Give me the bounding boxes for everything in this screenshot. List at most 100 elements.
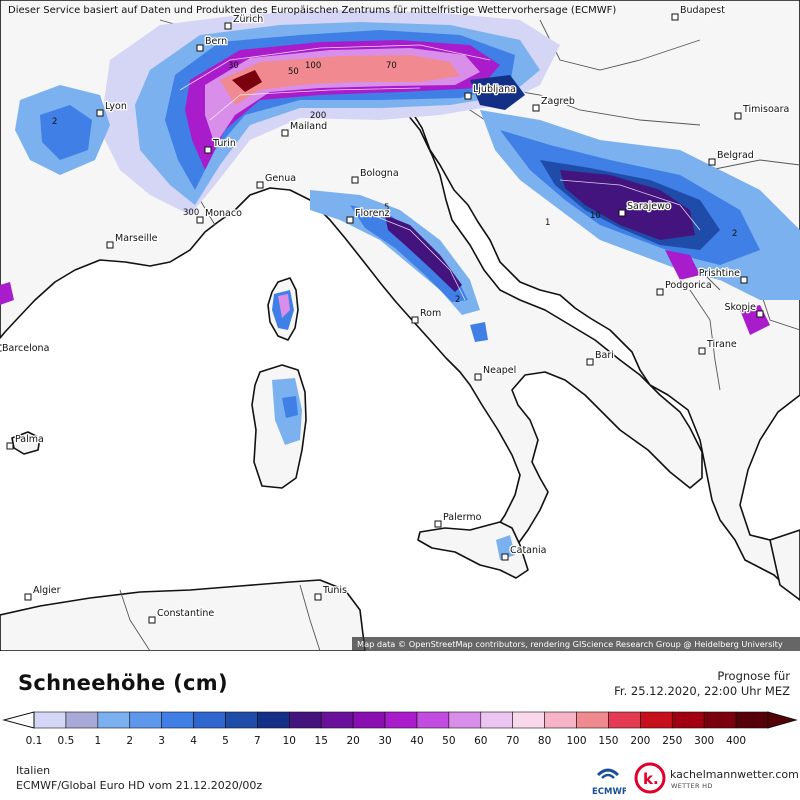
contour-label: 300	[183, 208, 199, 218]
region-label: Italien	[16, 764, 51, 777]
city-marker	[6, 442, 14, 450]
contour-labels: 100 50 30 70 200 300 10 5 2 2 2 1	[52, 61, 737, 305]
legend-label: 50	[442, 735, 455, 747]
city-marker	[204, 146, 212, 154]
city-label: Zürich	[233, 14, 263, 25]
ecmwf-logo[interactable]: ECMWF	[590, 763, 626, 797]
legend-swatch	[671, 711, 705, 729]
legend-label: 4	[190, 735, 197, 747]
city-label: Zagreb	[541, 96, 575, 107]
snow-depth-map: 100 50 30 70 200 300 10 5 2 2 2 1 Zürich…	[0, 0, 800, 651]
city-tunis: Tunis	[314, 584, 348, 601]
contour-label: 70	[386, 61, 397, 71]
city-podgorica: Podgorica	[656, 279, 713, 296]
legend-label: 70	[506, 735, 519, 747]
legend-swatch	[129, 711, 162, 729]
legend-label: 60	[474, 735, 487, 747]
city-marseille: Marseille	[106, 232, 159, 249]
isolines	[179, 44, 701, 301]
city-label: Belgrad	[717, 150, 754, 161]
city-marker	[0, 344, 4, 352]
mallorca-land	[11, 431, 41, 455]
city-marker	[224, 22, 232, 30]
city-label: Bologna	[360, 168, 399, 179]
city-lyon: Lyon	[96, 100, 128, 117]
legend-label: 2	[126, 735, 133, 747]
legend-label: 15	[315, 735, 328, 747]
city-marker	[756, 310, 764, 318]
model-run-label: ECMWF/Global Euro HD vom 21.12.2020/00z	[16, 779, 263, 792]
city-monaco: Monaco	[196, 207, 243, 224]
city-marker	[698, 347, 706, 355]
contour-label: 200	[310, 111, 326, 121]
data-source-note: Dieser Service basiert auf Daten und Pro…	[8, 5, 616, 16]
city-z-rich: Zürich	[224, 13, 265, 30]
city-marker	[24, 593, 32, 601]
legend-swatch	[352, 711, 386, 729]
contour-label: 2	[52, 117, 57, 127]
legend-swatch	[33, 711, 67, 729]
city-label: Timisoara	[742, 104, 789, 115]
city-barcelona: Barcelona	[0, 342, 51, 355]
city-label: Algier	[33, 585, 61, 596]
city-label: Bari	[595, 350, 614, 361]
contour-label: 30	[228, 61, 239, 71]
legend-left-arrow	[2, 711, 35, 729]
city-label: Tunis	[322, 585, 347, 596]
legend-label: 300	[694, 735, 714, 747]
city-ljubljana: Ljubljana	[464, 83, 517, 100]
greece-land	[769, 529, 800, 601]
north-africa-land	[0, 579, 366, 651]
legend-label: 100	[566, 735, 586, 747]
legend-label: 10	[283, 735, 296, 747]
city-marker	[474, 373, 482, 381]
city-tirane: Tirane	[698, 338, 738, 355]
city-label: Palma	[15, 434, 44, 445]
city-palermo: Palermo	[434, 511, 483, 528]
contour-label: 50	[288, 67, 299, 77]
legend-swatch	[161, 711, 194, 729]
city-label: Lyon	[105, 101, 127, 112]
legend-swatch	[289, 711, 322, 729]
legend-label: 250	[662, 735, 682, 747]
city-budapest: Budapest	[671, 4, 727, 21]
city-bari: Bari	[586, 349, 615, 366]
legend-swatch	[703, 711, 737, 729]
city-bern: Bern	[196, 35, 228, 52]
brand-subtitle: WETTER HD	[671, 782, 713, 790]
city-marker	[256, 181, 264, 189]
city-marker	[618, 209, 626, 217]
legend-labels: 0.1 0.5 1 2 3 4 5 7 10 15 20 30 40 50 60 70 80 100 150 200 2…	[26, 735, 746, 747]
legend-label: 20	[346, 735, 359, 747]
city-marker	[501, 553, 509, 561]
legend-swatch	[576, 711, 609, 729]
legend-label: 5	[222, 735, 229, 747]
city-label: Bern	[205, 36, 227, 47]
legend-label: 400	[726, 735, 746, 747]
city-marker	[148, 616, 156, 624]
legend-label: 150	[598, 735, 618, 747]
legend-right-arrow	[767, 711, 798, 729]
legend-label: 0.5	[58, 735, 75, 747]
city-label: Prishtine	[699, 268, 740, 279]
legend-boxes	[33, 711, 769, 729]
city-marker	[196, 44, 204, 52]
legend-label: 30	[378, 735, 391, 747]
city-constantine: Constantine	[148, 607, 216, 624]
city-marker	[708, 158, 716, 166]
kachelmann-logo-letter: k.	[643, 770, 659, 788]
map-attribution[interactable]: Map data © OpenStreetMap contributors, r…	[357, 639, 783, 649]
contour-label: 5	[384, 203, 389, 213]
contour-label: 10	[590, 211, 601, 221]
legend-swatch	[65, 711, 99, 729]
city-genua: Genua	[256, 172, 297, 189]
city-marker	[671, 13, 679, 21]
city-label: Budapest	[680, 5, 725, 16]
city-label: Tirane	[706, 339, 737, 350]
city-label: Palermo	[443, 512, 482, 523]
city-label: Podgorica	[665, 280, 712, 291]
kachelmann-logo[interactable]: k.	[634, 762, 666, 794]
city-marker	[532, 104, 540, 112]
attribution-bg	[352, 637, 800, 651]
brand-name[interactable]: kachelmannwetter.com	[670, 768, 799, 781]
